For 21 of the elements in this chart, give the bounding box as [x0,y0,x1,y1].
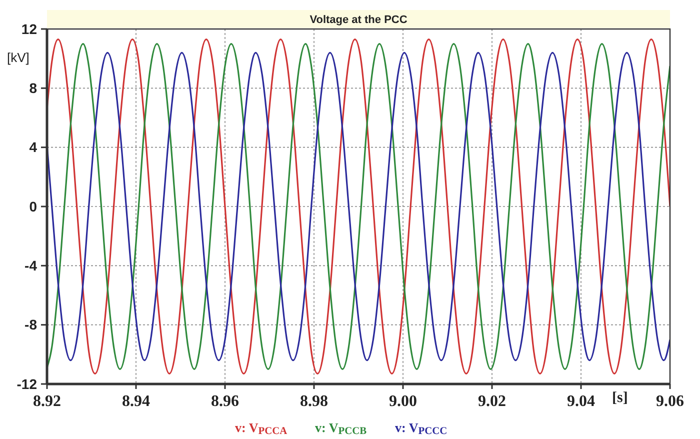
x-tick-label: 8.96 [211,393,239,410]
x-tick-label: 8.98 [300,393,328,410]
text: v: V$_{PCCA}$ [235,420,288,437]
y-tick-label: -12 [16,376,38,392]
x-tick-label: 9.00 [389,393,417,410]
y-tick-label: 8 [29,80,38,96]
y-tick-label: -8 [24,316,38,333]
chart-title: Voltage at the PCC [310,14,408,26]
text: v: V$_{PCCB}$ [315,420,367,437]
y-tick-label: 4 [29,139,38,156]
x-tick-label: 9.04 [567,393,595,410]
y-tick-label: 0 [29,198,38,214]
y-tick-label: 12 [21,20,38,37]
y-axis-title: [kV] [7,50,30,65]
x-tick-label: 8.92 [33,393,61,410]
x-tick-label: 8.94 [122,393,150,410]
x-tick-label: 9.02 [478,393,506,410]
text: v: V$_{PCCC}$ [395,420,448,437]
y-tick-label: -4 [24,258,38,274]
x-axis-title: [s] [612,390,628,406]
x-tick-label: 9.06 [656,393,684,410]
